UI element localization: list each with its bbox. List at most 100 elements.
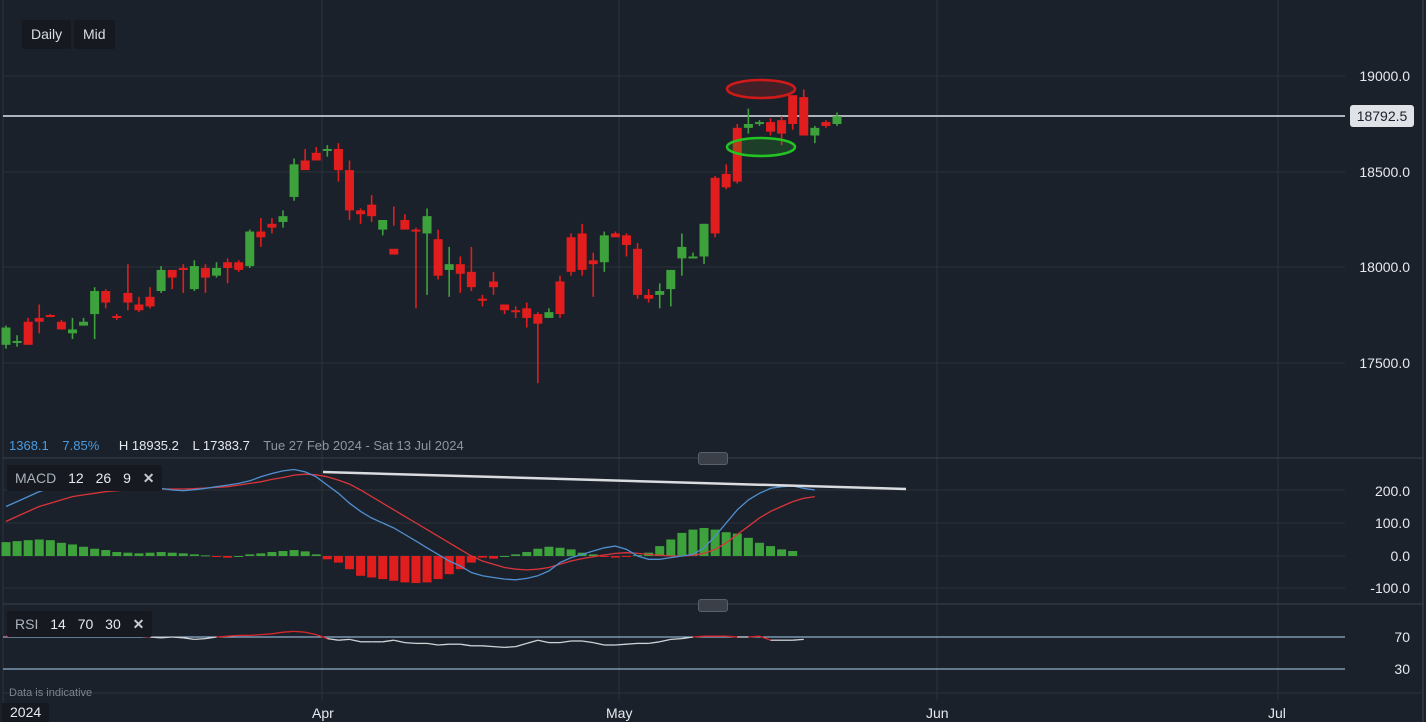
macd-histogram-bar (522, 552, 532, 556)
rsi-overbought: 70 (77, 616, 94, 632)
time-axis-label: Apr (312, 705, 334, 721)
candle-body (1, 327, 11, 345)
rsi-line-segment (748, 635, 760, 638)
candle-body (134, 304, 144, 311)
rsi-panel-resize-handle[interactable] (698, 599, 728, 612)
rsi-name: RSI (15, 616, 39, 632)
rsi-period: 14 (50, 616, 66, 632)
rsi-line-segment (681, 636, 694, 640)
candle-body (754, 122, 764, 125)
rsi-line-segment (615, 643, 627, 646)
time-axis-label: Jul (1268, 705, 1286, 721)
macd-histogram-bar (34, 539, 44, 556)
candle-body (533, 314, 543, 324)
rsi-line-segment (515, 642, 527, 648)
candle-body (710, 177, 720, 234)
candle-body (810, 127, 820, 136)
macd-histogram-bar (23, 540, 33, 556)
macd-histogram-bar (322, 556, 332, 560)
macd-close-icon[interactable]: ✕ (142, 470, 155, 486)
rsi-line-segment (172, 636, 184, 639)
rsi-line-segment (692, 635, 705, 638)
candle-body (378, 220, 388, 230)
rsi-line-segment (504, 645, 516, 649)
candle-body (621, 235, 631, 245)
candle-body (356, 210, 366, 215)
candle-body (367, 204, 377, 217)
macd-histogram-bar (79, 546, 89, 556)
candle-body (766, 122, 776, 132)
macd-histogram-bar (777, 549, 787, 556)
rsi-line-segment (537, 639, 550, 644)
candle-body (34, 317, 44, 322)
change-percent: 7.85% (62, 438, 100, 453)
macd-panel-resize-handle[interactable] (698, 452, 728, 465)
price-axis-label: 18000.0 (1359, 259, 1410, 275)
macd-histogram-bar (511, 554, 521, 556)
candle-body (821, 122, 831, 126)
macd-signal: 9 (123, 470, 131, 486)
macd-histogram-bar (344, 556, 354, 570)
macd-histogram-bar (655, 546, 665, 556)
macd-fast: 12 (68, 470, 84, 486)
interval-button[interactable]: Daily (22, 20, 72, 49)
rsi-line-segment (626, 642, 638, 645)
candle-body (112, 316, 122, 318)
macd-histogram-bar (189, 554, 199, 556)
rsi-line-segment (460, 643, 472, 647)
rsi-line-segment (526, 639, 539, 645)
macd-histogram-bar (212, 556, 222, 557)
macd-histogram-bar (433, 556, 443, 580)
macd-name: MACD (15, 470, 57, 486)
rsi-line-segment (349, 638, 361, 643)
candle-body (67, 329, 77, 334)
candle-body (677, 246, 687, 259)
rsi-line-segment (161, 636, 173, 639)
macd-histogram-bar (1, 542, 11, 556)
candle-body (422, 216, 432, 234)
macd-histogram-bar (411, 556, 421, 584)
candle-body (123, 292, 133, 303)
rsi-line-segment (249, 633, 261, 637)
price-type-button[interactable]: Mid (74, 20, 115, 49)
time-axis-label: May (606, 705, 633, 721)
rsi-axis-label: 70 (1394, 629, 1410, 645)
candle-body (644, 294, 654, 299)
macd-histogram-bar (12, 541, 22, 556)
stats-bar: 1368.1 7.85% H 18935.2 L 17383.7 Tue 27 … (9, 438, 474, 453)
rsi-line-segment (404, 641, 417, 645)
rsi-line-segment (260, 633, 272, 636)
price-axis-label: 18500.0 (1359, 164, 1410, 180)
rsi-legend[interactable]: RSI 14 70 30 ✕ (7, 611, 153, 637)
macd-histogram-bar (754, 542, 764, 556)
macd-histogram-bar (533, 548, 543, 556)
rsi-line-segment (282, 630, 295, 633)
macd-histogram-bar (610, 556, 620, 558)
macd-histogram-bar (234, 556, 244, 557)
rsi-line-segment (593, 641, 605, 646)
macd-axis-label: 100.0 (1374, 515, 1410, 531)
macd-histogram-bar (112, 552, 122, 556)
macd-histogram-bar (45, 540, 55, 556)
rsi-line-segment (149, 636, 162, 639)
low-value: L 17383.7 (192, 438, 250, 453)
candle-body (223, 262, 233, 268)
candle-body (400, 220, 410, 230)
date-range: Tue 27 Feb 2024 - Sat 13 Jul 2024 (263, 438, 464, 453)
macd-histogram-bar (555, 547, 565, 556)
candle-body (311, 152, 321, 161)
macd-histogram-bar (123, 552, 133, 556)
macd-histogram-bar (245, 554, 255, 556)
rsi-line-segment (559, 640, 572, 644)
candle-body (455, 264, 465, 274)
rsi-close-icon[interactable]: ✕ (132, 616, 145, 632)
macd-histogram-bar (200, 555, 210, 557)
candle-body (466, 271, 476, 288)
rsi-line-segment (393, 639, 406, 644)
candle-body (12, 340, 22, 343)
macd-legend[interactable]: MACD 12 26 9 ✕ (7, 465, 163, 491)
candle-body (212, 268, 222, 276)
candle-body (167, 269, 177, 278)
candle-body (234, 262, 244, 270)
